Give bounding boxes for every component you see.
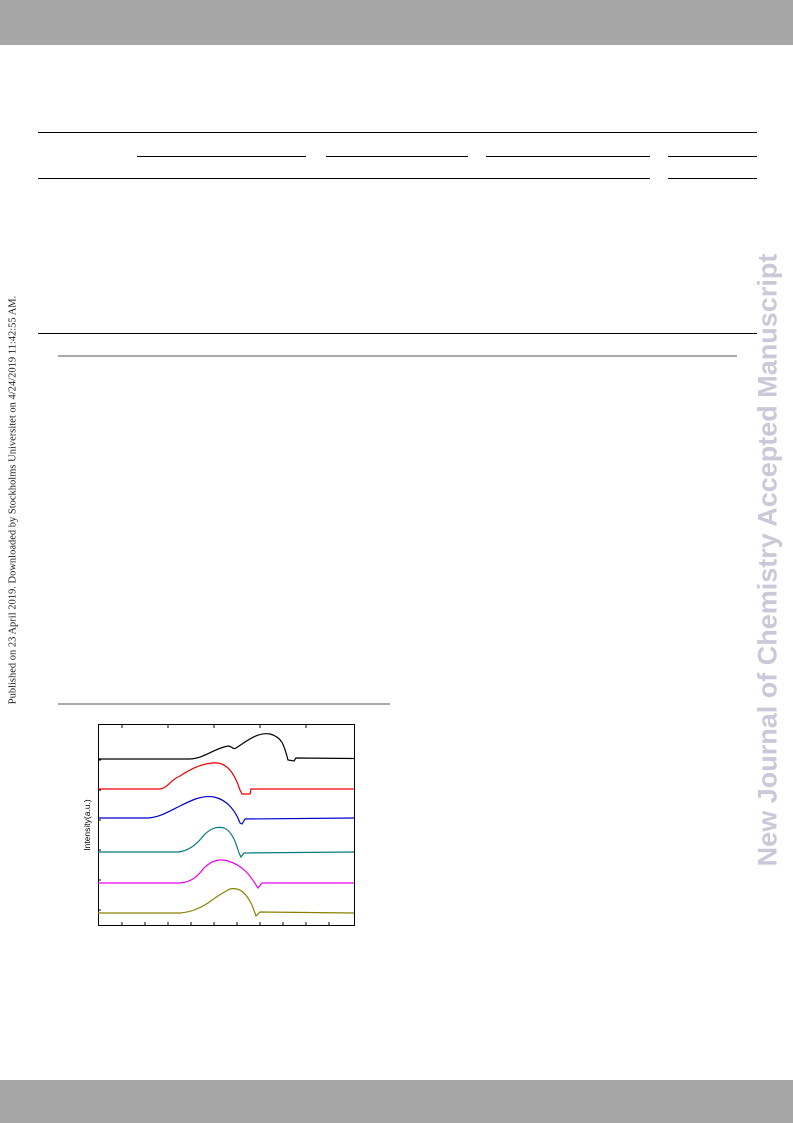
plot-frame xyxy=(98,724,355,926)
figure: Intensity(a.u.) xyxy=(82,724,355,926)
table-rules xyxy=(38,132,757,334)
ticks xyxy=(98,725,330,925)
footer-bar xyxy=(0,1080,793,1123)
header-bar xyxy=(0,0,793,45)
y-axis-label: Intensity(a.u.) xyxy=(82,799,92,851)
curves xyxy=(98,733,355,918)
